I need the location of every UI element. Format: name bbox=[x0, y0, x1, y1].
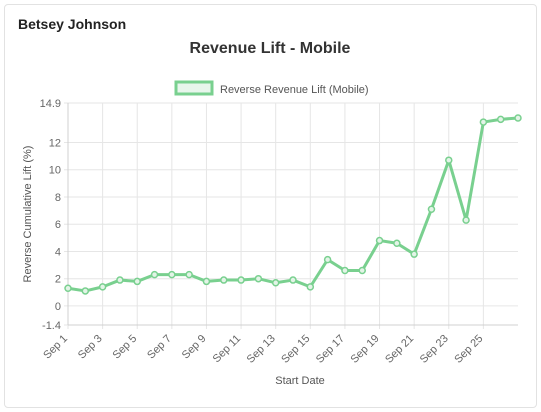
data-point bbox=[496, 115, 505, 124]
data-point bbox=[116, 276, 124, 284]
y-tick-label: 10 bbox=[49, 165, 61, 177]
data-point bbox=[479, 118, 488, 126]
x-tick-label: Sep 21 bbox=[383, 333, 416, 366]
y-tick-label: 2 bbox=[55, 274, 61, 286]
data-point bbox=[323, 255, 332, 264]
y-tick-label: 8 bbox=[55, 192, 61, 204]
data-point bbox=[220, 276, 228, 284]
x-tick-label: Sep 23 bbox=[418, 333, 451, 366]
data-point bbox=[64, 284, 72, 292]
data-point bbox=[289, 276, 297, 284]
y-tick-label: 14.9 bbox=[40, 98, 61, 110]
x-tick-label: Sep 9 bbox=[180, 333, 209, 362]
x-tick-label: Sep 25 bbox=[452, 333, 485, 366]
data-point bbox=[150, 270, 159, 279]
data-point bbox=[254, 274, 263, 283]
chart-title: Revenue Lift - Mobile bbox=[190, 40, 351, 57]
data-point bbox=[393, 239, 401, 248]
data-point bbox=[202, 277, 211, 286]
data-point bbox=[445, 156, 453, 164]
data-point bbox=[237, 276, 245, 284]
chart-card bbox=[4, 4, 537, 408]
y-axis-label: Reverse Cumulative Lift (%) bbox=[22, 146, 34, 283]
data-point bbox=[168, 270, 176, 279]
data-point bbox=[462, 216, 470, 224]
x-tick-label: Sep 3 bbox=[76, 333, 105, 362]
x-tick-label: Sep 5 bbox=[111, 333, 140, 362]
data-point bbox=[410, 250, 418, 258]
data-point bbox=[514, 114, 522, 122]
data-point bbox=[98, 283, 107, 291]
series-line bbox=[67, 116, 519, 293]
data-point bbox=[427, 205, 436, 213]
x-axis-label: Start Date bbox=[275, 375, 325, 387]
y-tick-label: 12 bbox=[49, 137, 61, 149]
y-tick-label: 4 bbox=[55, 246, 61, 258]
brand-label: Betsey Johnson bbox=[18, 16, 127, 32]
data-point bbox=[341, 266, 349, 275]
legend-label: Reverse Revenue Lift (Mobile) bbox=[220, 84, 369, 96]
data-point bbox=[185, 270, 193, 279]
x-tick-label: Sep 1 bbox=[41, 333, 70, 362]
data-point bbox=[271, 279, 280, 287]
x-tick-label: Sep 17 bbox=[314, 333, 347, 366]
data-point bbox=[306, 283, 315, 291]
data-point bbox=[81, 287, 90, 295]
x-tick-label: Sep 13 bbox=[245, 333, 278, 366]
x-tick-label: Sep 7 bbox=[145, 333, 174, 362]
y-tick-label: 6 bbox=[55, 219, 61, 231]
data-point bbox=[358, 266, 366, 275]
x-tick-label: Sep 11 bbox=[211, 333, 244, 366]
data-point bbox=[133, 277, 141, 286]
x-tick-label: Sep 19 bbox=[349, 333, 382, 366]
legend-swatch bbox=[174, 80, 214, 96]
data-point bbox=[375, 236, 384, 245]
y-tick-label: 0 bbox=[55, 301, 61, 313]
x-tick-label: Sep 15 bbox=[279, 333, 312, 366]
y-tick-label: -1.4 bbox=[42, 320, 61, 332]
